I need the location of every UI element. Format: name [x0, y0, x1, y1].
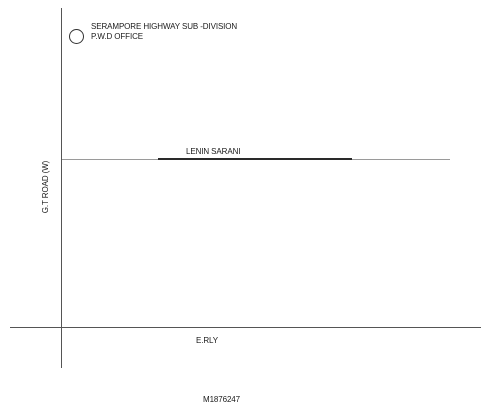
office-label: SERAMPORE HIGHWAY SUB -DIVISION P.W.D OF…: [91, 22, 237, 42]
gt-road-label: G.T ROAD (W): [41, 160, 51, 214]
railway-label: E.RLY: [196, 336, 219, 345]
lenin-sarani-highlight-line: [158, 158, 352, 160]
railway-line: [10, 327, 481, 328]
office-label-line2: P.W.D OFFICE: [91, 32, 143, 41]
gt-road-line: [61, 8, 62, 368]
circle-marker-icon: [69, 29, 84, 44]
lenin-sarani-label: LENIN SARANI: [186, 147, 241, 156]
office-label-line1: SERAMPORE HIGHWAY SUB -DIVISION: [91, 22, 238, 31]
map-id-label: M1876247: [203, 395, 241, 404]
